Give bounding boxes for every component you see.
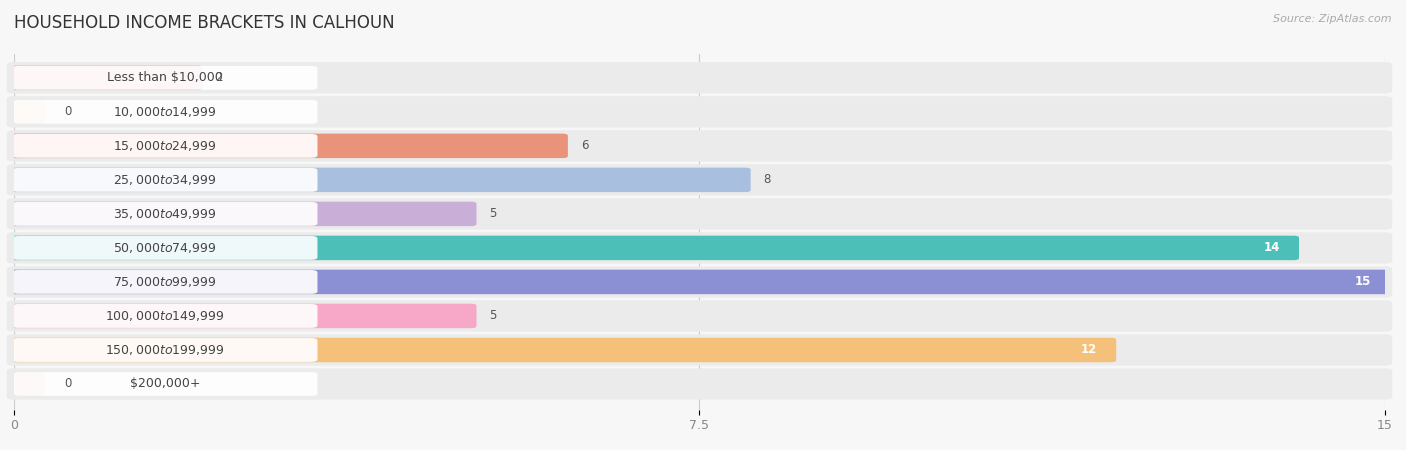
Text: 2: 2 — [215, 71, 222, 84]
Text: Source: ZipAtlas.com: Source: ZipAtlas.com — [1274, 14, 1392, 23]
FancyBboxPatch shape — [8, 338, 1116, 362]
FancyBboxPatch shape — [13, 372, 318, 396]
Text: 8: 8 — [763, 173, 770, 186]
Text: $200,000+: $200,000+ — [129, 378, 200, 391]
Text: $50,000 to $74,999: $50,000 to $74,999 — [112, 241, 217, 255]
FancyBboxPatch shape — [7, 369, 1392, 400]
FancyBboxPatch shape — [13, 100, 318, 124]
FancyBboxPatch shape — [13, 202, 318, 226]
FancyBboxPatch shape — [7, 164, 1392, 195]
FancyBboxPatch shape — [8, 236, 1299, 260]
FancyBboxPatch shape — [13, 168, 318, 192]
Text: 6: 6 — [581, 140, 588, 153]
Text: 5: 5 — [489, 207, 496, 220]
FancyBboxPatch shape — [10, 100, 45, 123]
FancyBboxPatch shape — [8, 202, 477, 226]
Text: $75,000 to $99,999: $75,000 to $99,999 — [112, 275, 217, 289]
FancyBboxPatch shape — [10, 373, 45, 396]
FancyBboxPatch shape — [13, 236, 318, 260]
FancyBboxPatch shape — [13, 270, 318, 294]
FancyBboxPatch shape — [7, 96, 1392, 127]
FancyBboxPatch shape — [7, 300, 1392, 332]
Text: 0: 0 — [65, 105, 72, 118]
FancyBboxPatch shape — [8, 270, 1391, 294]
Text: $10,000 to $14,999: $10,000 to $14,999 — [112, 105, 217, 119]
FancyBboxPatch shape — [8, 167, 751, 192]
FancyBboxPatch shape — [13, 338, 318, 362]
Text: 12: 12 — [1081, 343, 1097, 356]
Text: 0: 0 — [65, 378, 72, 391]
FancyBboxPatch shape — [13, 134, 318, 158]
FancyBboxPatch shape — [7, 198, 1392, 230]
FancyBboxPatch shape — [13, 66, 318, 90]
FancyBboxPatch shape — [8, 134, 568, 158]
Text: Less than $10,000: Less than $10,000 — [107, 71, 222, 84]
Text: 15: 15 — [1355, 275, 1371, 288]
FancyBboxPatch shape — [8, 66, 202, 90]
FancyBboxPatch shape — [7, 334, 1392, 365]
Text: $100,000 to $149,999: $100,000 to $149,999 — [105, 309, 225, 323]
Text: $15,000 to $24,999: $15,000 to $24,999 — [112, 139, 217, 153]
FancyBboxPatch shape — [13, 304, 318, 328]
FancyBboxPatch shape — [7, 266, 1392, 297]
Text: $25,000 to $34,999: $25,000 to $34,999 — [112, 173, 217, 187]
FancyBboxPatch shape — [7, 62, 1392, 94]
FancyBboxPatch shape — [7, 232, 1392, 264]
Text: 5: 5 — [489, 310, 496, 323]
FancyBboxPatch shape — [7, 130, 1392, 162]
Text: HOUSEHOLD INCOME BRACKETS IN CALHOUN: HOUSEHOLD INCOME BRACKETS IN CALHOUN — [14, 14, 395, 32]
Text: $150,000 to $199,999: $150,000 to $199,999 — [105, 343, 225, 357]
FancyBboxPatch shape — [8, 304, 477, 328]
Text: 14: 14 — [1264, 241, 1279, 254]
Text: $35,000 to $49,999: $35,000 to $49,999 — [112, 207, 217, 221]
